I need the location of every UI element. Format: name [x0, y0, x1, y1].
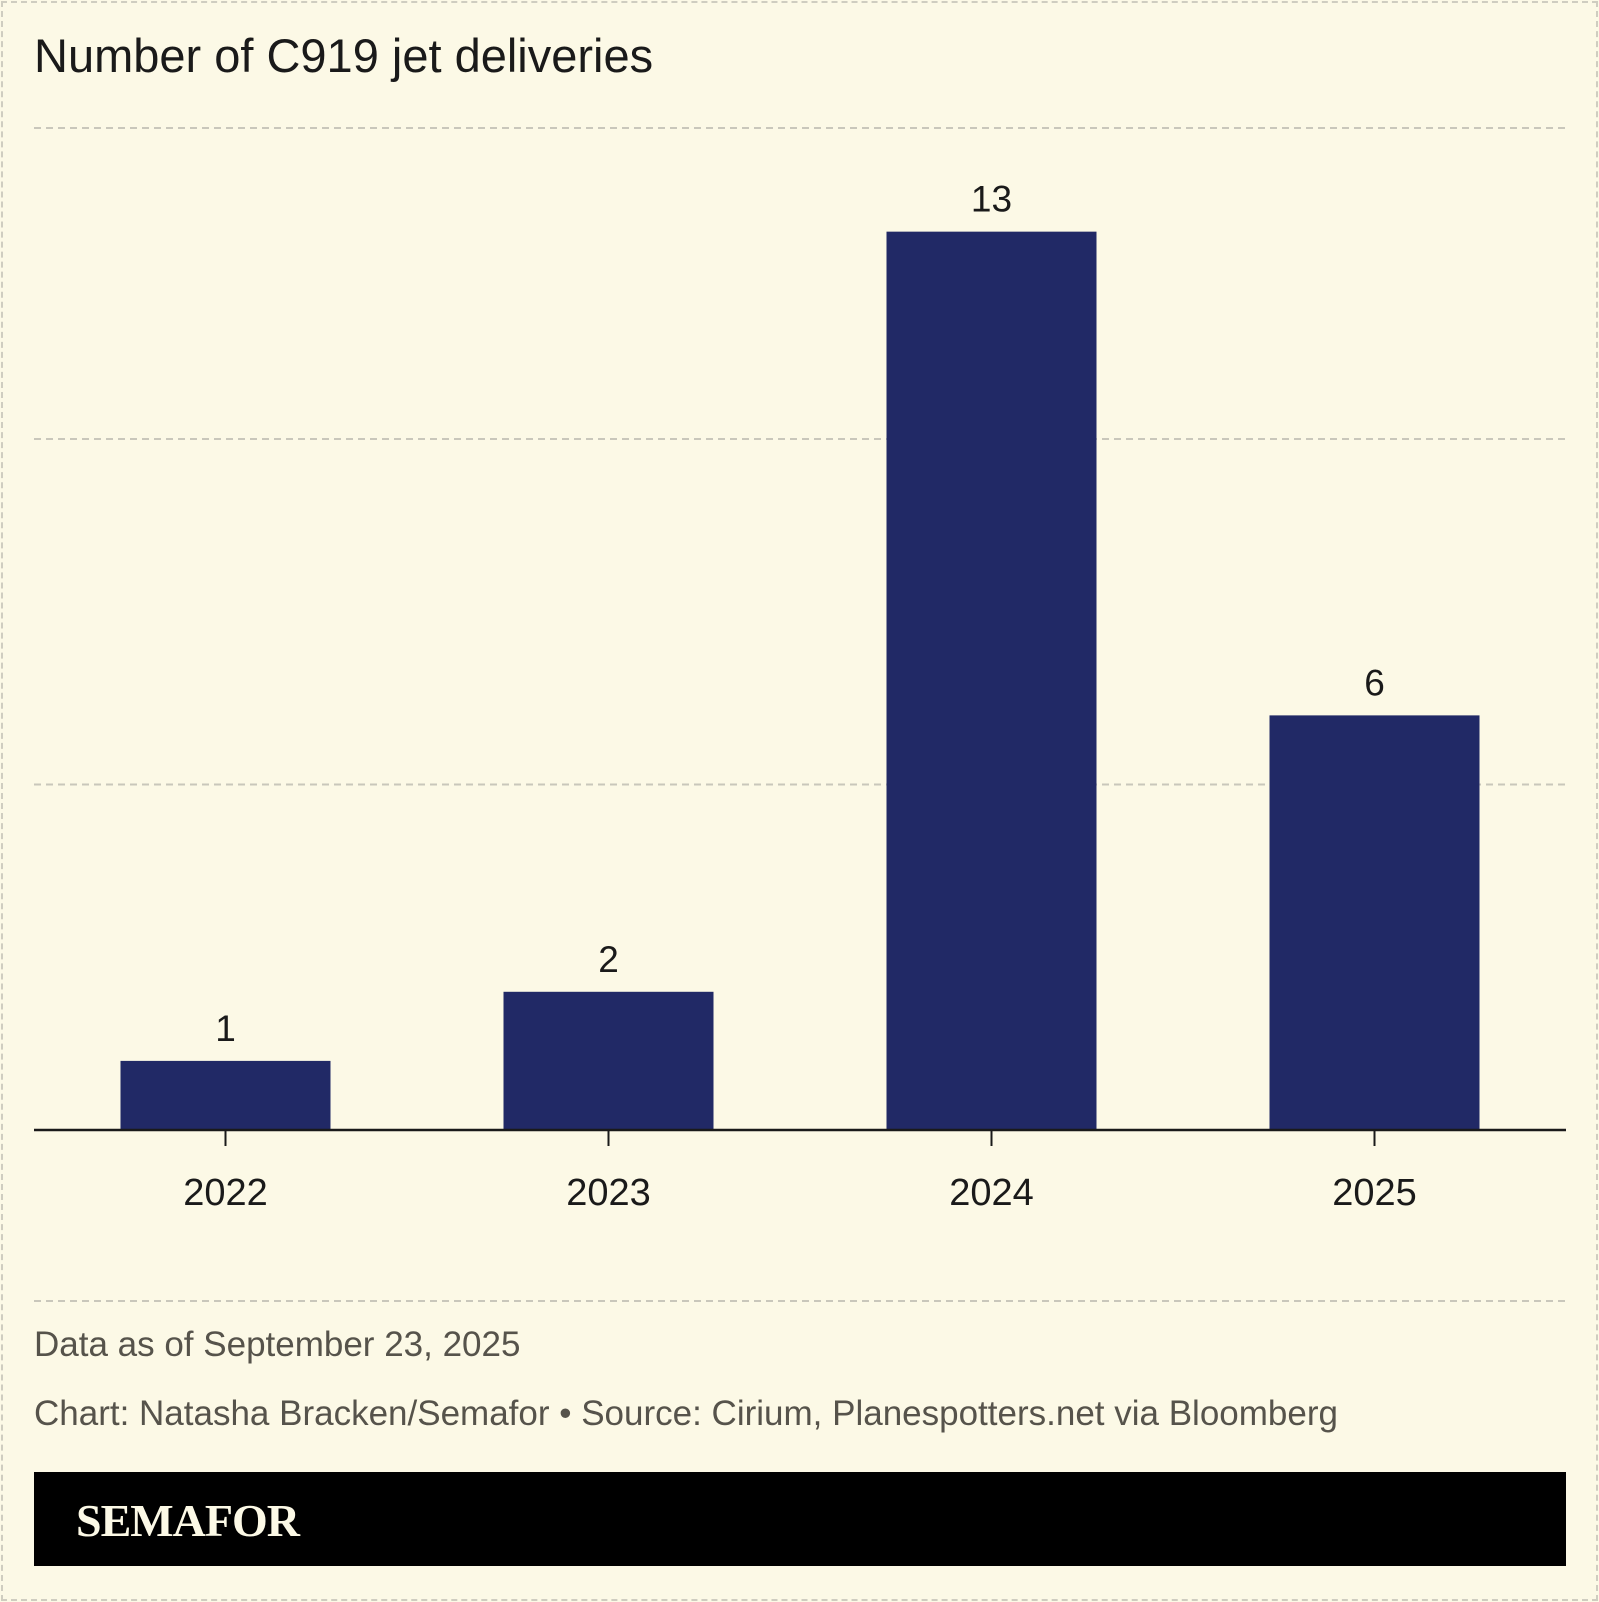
- x-tick-label: 2025: [1332, 1172, 1417, 1214]
- x-tick-label: 2022: [183, 1172, 268, 1214]
- semafor-logo: SEMAFOR: [76, 1495, 300, 1546]
- data-label: 1: [215, 1008, 236, 1049]
- data-label: 13: [971, 179, 1012, 220]
- bar-2023: [503, 991, 714, 1130]
- x-tick-label: 2024: [949, 1172, 1034, 1214]
- x-tick-label: 2023: [566, 1172, 651, 1214]
- bar-2022: [120, 1060, 331, 1130]
- bar-2024: [886, 231, 1097, 1131]
- bar-2025: [1269, 715, 1480, 1130]
- brand-bar: SEMAFOR: [34, 1472, 1566, 1566]
- chart-title: Number of C919 jet deliveries: [34, 29, 654, 82]
- data-label: 6: [1364, 662, 1385, 703]
- data-note: Data as of September 23, 2025: [34, 1325, 521, 1364]
- data-label: 2: [598, 939, 619, 980]
- credit-line: Chart: Natasha Bracken/Semafor • Source:…: [34, 1394, 1338, 1433]
